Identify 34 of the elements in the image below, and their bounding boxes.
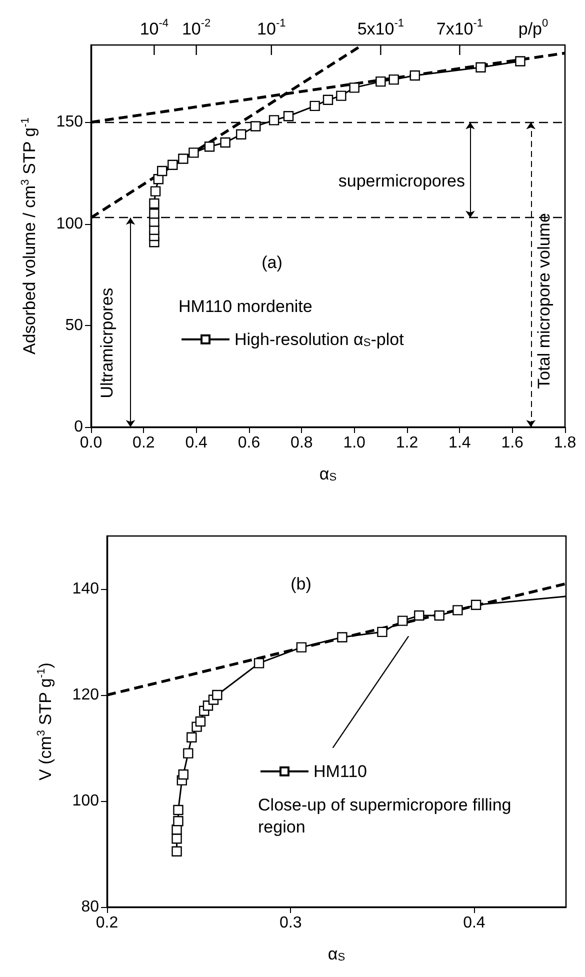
x-tick-label: 1.8 [554,434,576,452]
annotation: (a) [262,253,282,272]
x-tick-label: 0.4 [185,434,208,452]
x-tick-label: 0.4 [463,914,486,932]
x-tick-label: 0.0 [80,434,102,452]
x-tick-label: 0.2 [96,914,118,932]
x-axis-title: αS [319,464,337,484]
y-tick-label: 0 [74,418,84,436]
annotation: Ultramicrpores [98,288,117,398]
x-tick-label: 1.2 [396,434,418,452]
legend-label: HM110 [313,762,368,781]
x-tick-label: 1.0 [343,434,366,452]
y-tick-label: 140 [72,580,100,598]
legend-title: HM110 mordenite [178,296,312,316]
x-tick-label: 0.3 [279,914,302,932]
x-axis-title: αS [328,944,346,964]
y-tick-label: 80 [81,898,100,916]
x-tick-label: 0.8 [290,434,313,452]
y-tick-label: 120 [72,686,100,704]
y-tick-label: 100 [72,792,100,810]
y-axis-title: Adsorbed volume / cm3 STP g-1 [20,118,39,354]
x-tick-label: 0.2 [132,434,155,452]
x-tick-label: 1.4 [448,434,471,452]
annotation: supermicropores [338,171,465,190]
y-tick-label: 50 [65,316,84,334]
x-tick-label: 0.6 [238,434,260,452]
y-tick-label: 100 [56,215,84,232]
annotation: (b) [290,574,312,594]
annotation: Total micropore volume [534,213,554,389]
y-tick-label: 150 [56,114,84,131]
y-axis-title: V (cm3 STP g-1) [36,662,55,780]
annotation: Close-up of supermicropore filling region [258,795,516,836]
legend-label: High-resolution αS-plot [234,330,404,349]
x-tick-label: 1.6 [501,434,524,452]
